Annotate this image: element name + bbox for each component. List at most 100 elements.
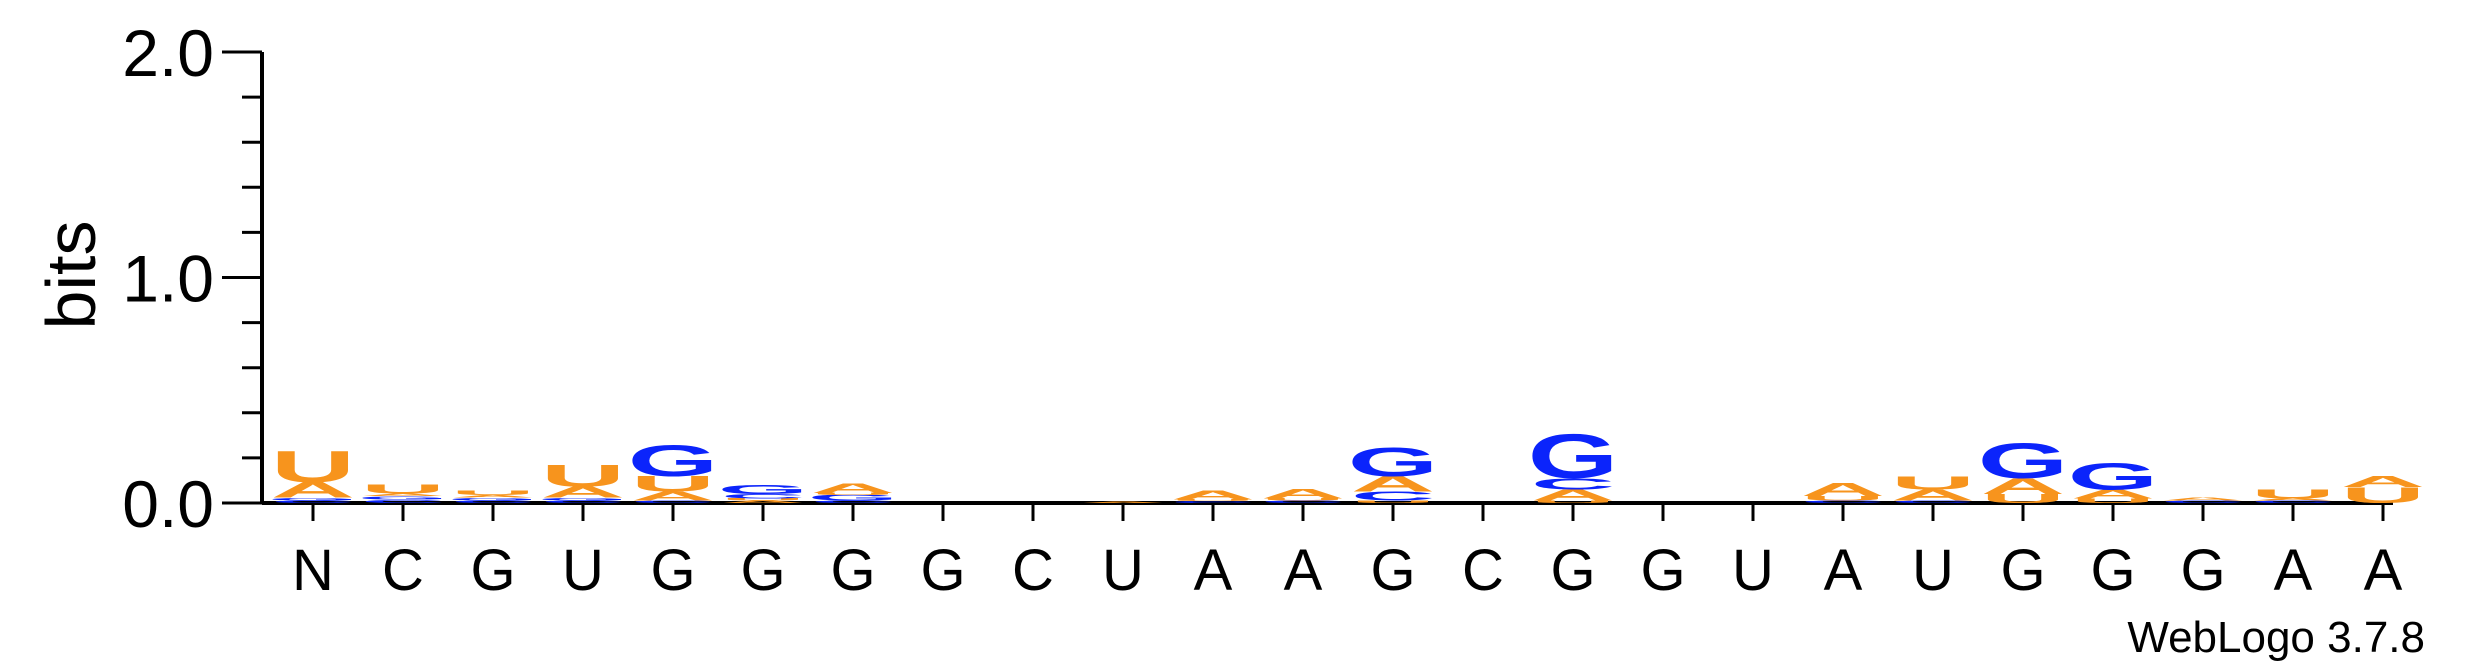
glyph-letter: C	[2161, 500, 2245, 504]
glyph-letter: A	[361, 493, 445, 497]
glyph-letter: G	[1528, 421, 1619, 492]
y-axis-title: bits	[32, 221, 110, 330]
glyph-letter: A	[811, 480, 895, 496]
glyph-letter: U	[1261, 498, 1345, 502]
glyph-letter: C	[361, 499, 445, 504]
logo-glyph-A: A	[2161, 497, 2245, 502]
glyph-letter: U	[1801, 495, 1885, 502]
glyph-letter: G	[358, 495, 449, 500]
glyph-letter: A	[2161, 497, 2245, 502]
y-tick-label: 1.0	[122, 242, 214, 316]
logo-glyph-A: A	[721, 500, 805, 504]
glyph-letter: A	[631, 489, 715, 503]
x-tick-label: G	[830, 538, 875, 603]
logo-glyph-C: C	[1801, 500, 1885, 504]
glyph-letter: C	[1351, 489, 1435, 503]
x-tick-label: U	[562, 538, 604, 603]
logo-glyph-A: A	[271, 478, 355, 503]
glyph-letter: A	[1171, 488, 1255, 502]
glyph-letter: C	[541, 500, 625, 504]
x-tick-label: C	[382, 538, 424, 603]
glyph-letter: G	[448, 497, 539, 501]
logo-glyph-U: U	[2251, 487, 2335, 501]
logo-glyph-C: C	[631, 500, 715, 504]
x-tick-label: G	[470, 538, 515, 603]
logo-glyph-C: C	[1891, 500, 1975, 504]
axis-labels: 0.01.02.0N C G U G G G G C U A A G C G G U A U G G G A A	[122, 16, 2402, 603]
x-tick-label: G	[2180, 538, 2225, 603]
glyph-letter: U	[1981, 492, 2065, 506]
logo-glyph-A: A	[361, 493, 445, 497]
logo-glyph-A: A	[2071, 487, 2155, 501]
x-tick-label: G	[740, 538, 785, 603]
x-tick-label: A	[1194, 538, 1233, 603]
logo-glyph-G: G	[628, 436, 719, 485]
x-tick-label: C	[1012, 538, 1054, 603]
glyph-letter: U	[2071, 497, 2155, 504]
x-tick-label: G	[920, 538, 965, 603]
glyph-letter: A	[1351, 472, 1435, 497]
glyph-letter: U	[1351, 500, 1435, 504]
glyph-letter: A	[451, 494, 535, 498]
glyph-letter: A	[721, 500, 805, 504]
logo-glyph-A: A	[1351, 472, 1435, 497]
glyph-letter: A	[2071, 487, 2155, 501]
glyph-letter: A	[1801, 479, 1885, 500]
glyph-letter: U	[541, 458, 625, 493]
glyph-letter: C	[2251, 500, 2335, 504]
logo-glyph-A: A	[1081, 502, 1165, 504]
logo-glyph-A: A	[541, 483, 625, 501]
x-tick-label: N	[292, 538, 334, 603]
x-tick-label: A	[1284, 538, 1323, 603]
logo-glyph-U: U	[1891, 472, 1975, 493]
logo-glyph-U: U	[1171, 499, 1255, 502]
glyph-letter: C	[1801, 500, 1885, 504]
glyph-letter: A	[541, 483, 625, 501]
logo-glyph-G: G	[268, 497, 359, 501]
logo-glyph-A: A	[1981, 474, 2065, 499]
glyph-letter: U	[1171, 499, 1255, 502]
y-tick-label: 0.0	[122, 467, 214, 541]
axes	[222, 50, 2393, 521]
logo-glyph-C: C	[361, 499, 445, 504]
y-tick-label: 2.0	[122, 16, 214, 90]
glyph-letter: A	[1891, 487, 1975, 505]
glyph-letter: U	[631, 472, 715, 497]
x-tick-label: A	[1824, 538, 1863, 603]
x-tick-label: A	[2274, 538, 2313, 603]
logo-glyph-A: A	[2341, 473, 2425, 491]
logo-glyph-C: C	[451, 500, 535, 504]
glyph-letter: U	[1531, 500, 1615, 504]
glyph-letter: A	[1531, 487, 1615, 505]
logo-glyph-U: U	[721, 498, 805, 502]
glyph-letter: G	[628, 436, 719, 485]
glyph-letter: G	[268, 497, 359, 501]
logo-glyph-U: U	[2341, 483, 2425, 508]
glyph-letter: U	[1891, 472, 1975, 493]
logo-glyph-A: A	[811, 480, 895, 496]
logo-glyph-U: U	[361, 482, 445, 496]
logo-glyph-G: G	[538, 497, 629, 501]
logo-glyph-A: A	[1171, 488, 1255, 502]
glyph-letter: U	[811, 492, 895, 496]
glyph-letter: A	[1261, 486, 1345, 502]
x-tick-label: G	[1640, 538, 1685, 603]
logo-glyph-C: C	[1261, 500, 1345, 504]
logo-glyph-U: U	[1261, 498, 1345, 502]
logo-glyph-A: A	[1531, 487, 1615, 505]
glyph-letter: G	[1348, 439, 1439, 485]
glyph-letter: A	[1981, 474, 2065, 499]
x-tick-label: G	[2000, 538, 2045, 603]
logo-glyph-C: C	[721, 493, 805, 500]
logo-glyph-C: C	[1351, 489, 1435, 503]
glyph-letter: A	[2341, 473, 2425, 491]
x-tick-label: G	[1550, 538, 1595, 603]
glyph-letter: G	[538, 497, 629, 501]
x-tick-label: C	[1462, 538, 1504, 603]
glyph-letter: G	[1978, 433, 2069, 489]
logo-glyph-U: U	[1981, 492, 2065, 506]
logo-glyph-U: U	[811, 492, 895, 496]
logo-glyph-G: G	[1348, 439, 1439, 485]
logo-glyph-C: C	[811, 500, 895, 504]
